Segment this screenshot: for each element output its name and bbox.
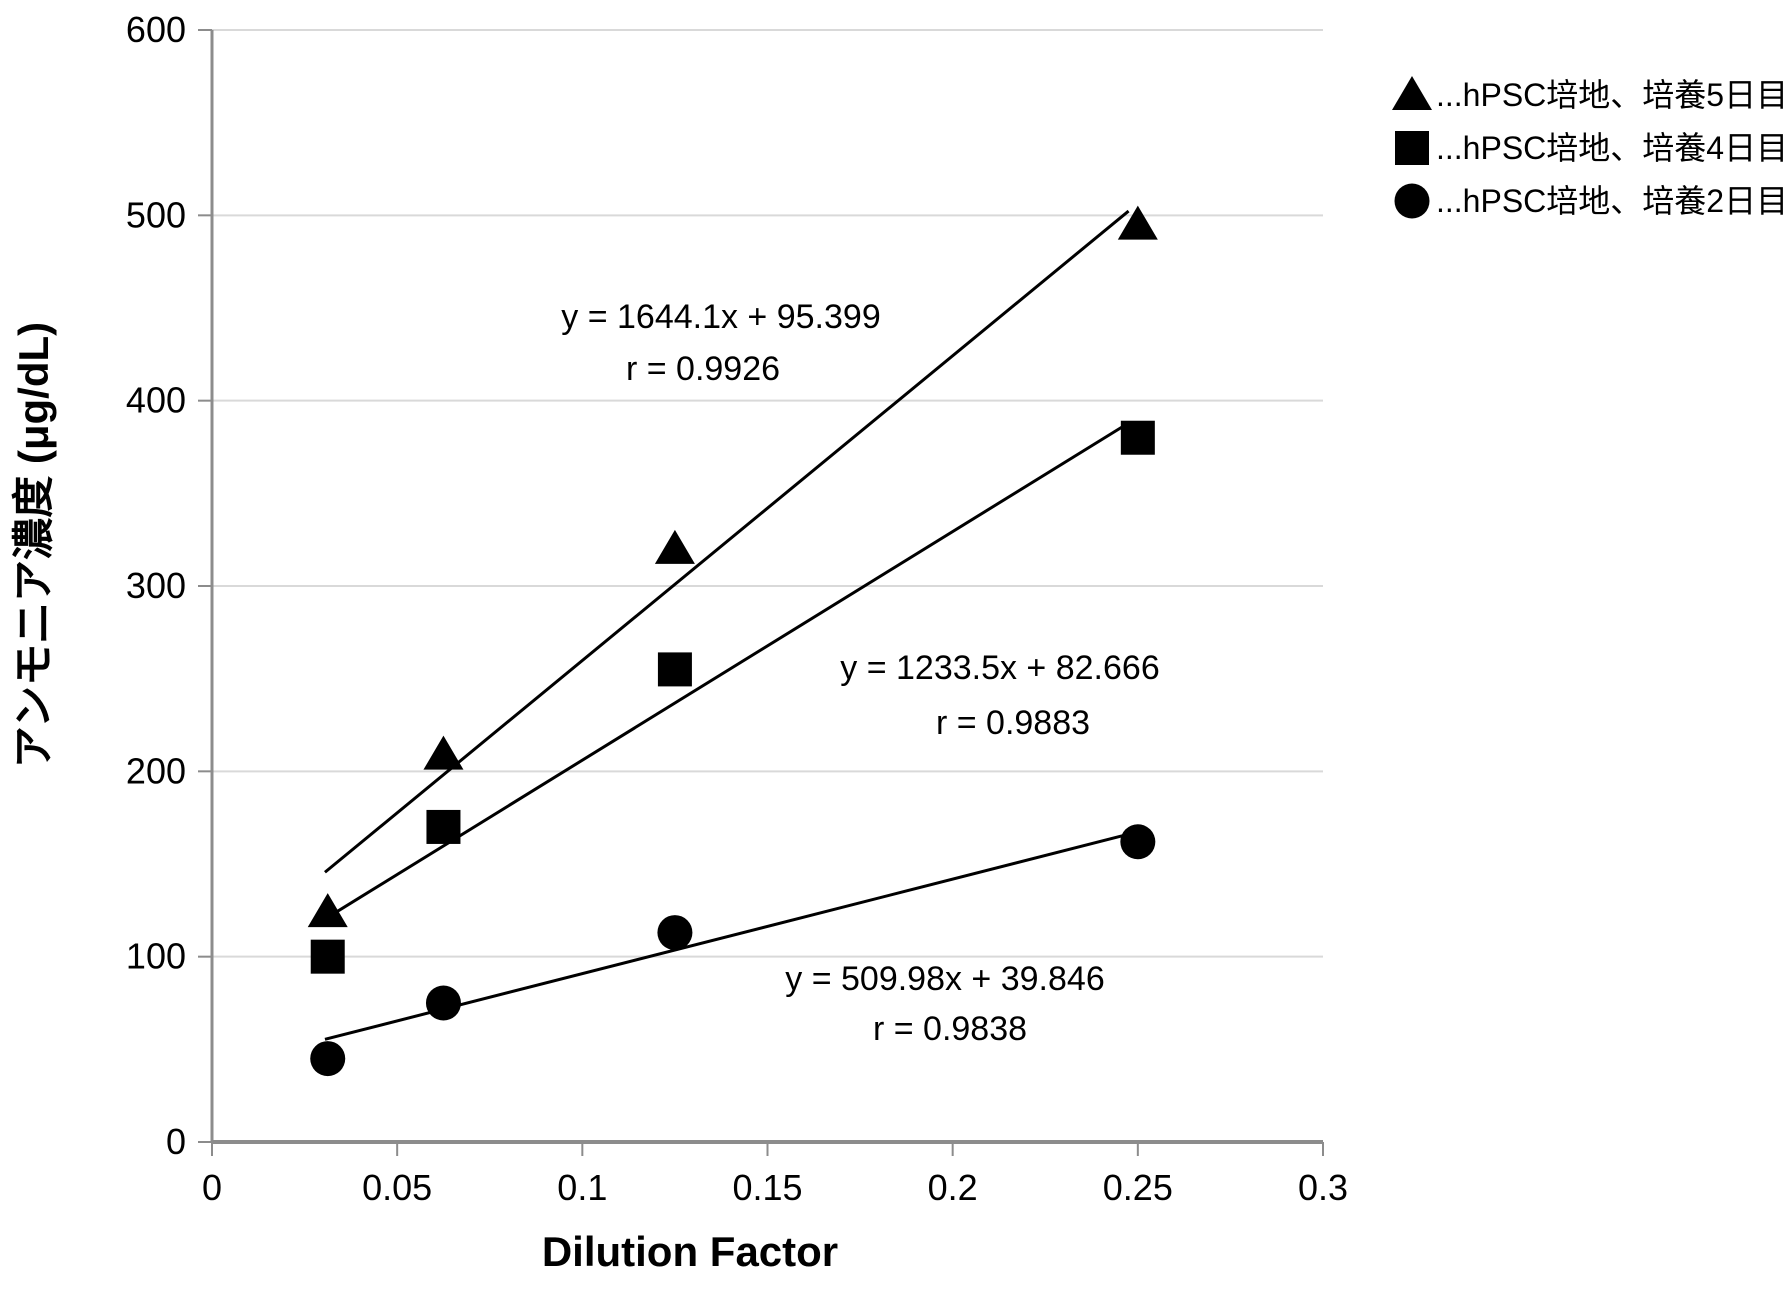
data-point-circle <box>1394 183 1430 219</box>
x-tick-label: 0.05 <box>362 1167 432 1208</box>
y-tick-label: 0 <box>166 1121 186 1162</box>
legend-item-label: ...hPSC培地、培養4日目 <box>1436 130 1788 166</box>
data-point-square <box>426 809 461 844</box>
x-tick-label: 0.25 <box>1103 1167 1173 1208</box>
trendline-r-label: r = 0.9883 <box>936 704 1090 742</box>
x-tick-label: 0.1 <box>557 1167 607 1208</box>
trendline-r-label: r = 0.9926 <box>626 350 780 388</box>
trendline-equation-label: y = 1233.5x + 82.666 <box>840 649 1159 687</box>
x-tick-label: 0.3 <box>1298 1167 1348 1208</box>
y-tick-label: 200 <box>126 750 186 791</box>
x-tick-label: 0 <box>202 1167 222 1208</box>
y-tick-label: 600 <box>126 9 186 50</box>
trendline-equation-label: y = 1644.1x + 95.399 <box>561 298 880 336</box>
data-point-triangle <box>1392 76 1432 110</box>
x-tick-label: 0.15 <box>732 1167 802 1208</box>
data-point-circle <box>425 985 461 1021</box>
data-point-triangle <box>423 735 464 770</box>
data-point-square <box>1395 131 1429 165</box>
data-point-circle <box>657 915 693 951</box>
y-tick-label: 400 <box>126 380 186 421</box>
data-point-circle <box>1120 824 1156 860</box>
data-point-triangle <box>1117 205 1158 240</box>
legend-item-label: ...hPSC培地、培養2日目 <box>1436 183 1788 219</box>
y-axis-title: アンモニア濃度 (μg/dL) <box>10 322 57 768</box>
x-tick-label: 0.2 <box>928 1167 978 1208</box>
data-point-square <box>657 652 692 687</box>
data-point-square <box>1120 420 1155 455</box>
trendline-equation-label: y = 509.98x + 39.846 <box>785 960 1104 998</box>
y-tick-label: 500 <box>126 194 186 235</box>
data-point-triangle <box>654 529 695 564</box>
data-point-square <box>310 939 345 974</box>
data-point-circle <box>310 1041 346 1077</box>
trendline-r-label: r = 0.9838 <box>873 1010 1027 1048</box>
data-point-triangle <box>307 893 348 928</box>
x-axis-title: Dilution Factor <box>542 1228 838 1275</box>
legend-item-label: ...hPSC培地、培養5日目 <box>1436 77 1788 113</box>
y-tick-label: 300 <box>126 565 186 606</box>
y-tick-label: 100 <box>126 936 186 977</box>
